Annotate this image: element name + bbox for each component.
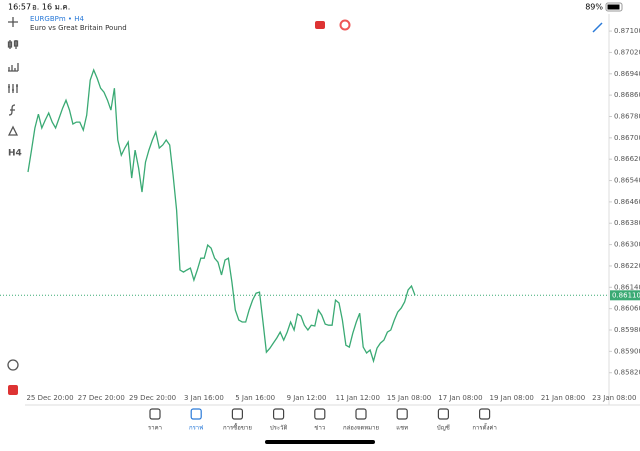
price-line [27,68,416,364]
nav-icon [437,408,449,420]
status-date: อ. 16 ม.ค. [32,3,70,12]
broker-icon[interactable] [8,385,18,395]
crosshair-tool[interactable] [8,17,18,27]
nav-icon [355,408,367,420]
nav-label: แชท [396,425,408,432]
nav-label: การตั้งค่า [472,422,496,432]
chart-subtitle: Euro vs Great Britain Pound [30,24,127,32]
home-indicator [265,440,375,444]
nav-item[interactable]: บัญชี [437,408,450,432]
status-time: 16:57 [8,3,31,12]
objects-tool[interactable] [7,125,19,136]
x-tick-label: 21 Jan 08:00 [541,394,585,402]
nav-icon [190,408,202,420]
x-tick-label: 11 Jan 12:00 [336,394,380,402]
x-tick-label: 9 Jan 12:00 [287,394,327,402]
x-tick-label: 19 Jan 08:00 [490,394,534,402]
nav-item[interactable]: ข่าว [314,408,326,432]
timeframe[interactable]: H4 [8,149,22,159]
chart-tool[interactable] [7,359,19,371]
nav-label: ข่าว [314,425,325,432]
draw-tool[interactable] [592,22,603,33]
nav-item[interactable]: การซื้อขาย [223,408,252,432]
nav-item[interactable]: ราคา [148,408,162,432]
nav-icon [273,408,285,420]
x-tick-label: 27 Dec 20:00 [78,394,125,402]
current-price-box [610,290,640,301]
x-tick-label: 25 Dec 20:00 [26,394,73,402]
x-tick-label: 3 Jan 16:00 [184,394,224,402]
flag-icon[interactable] [339,19,351,31]
left-toolbar: H4 [7,17,22,395]
candles-tool[interactable] [7,40,19,49]
x-tick-label: 17 Jan 08:00 [438,394,482,402]
nav-item[interactable]: กราฟ [189,408,203,432]
nav-label: ราคา [148,425,162,432]
function-tool[interactable] [8,104,16,116]
nav-icon [231,408,243,420]
nav-item[interactable]: แชท [396,408,408,432]
nav-icon [149,408,161,420]
status-battery: 89% [585,3,603,12]
battery-icon [605,2,623,12]
x-tick-label: 29 Dec 20:00 [129,394,176,402]
y-tick-label: 0.85820 [614,369,640,377]
nav-label: บัญชี [437,424,450,432]
nav-item[interactable]: กล่องจดหมาย [343,408,379,432]
current-price-label: 0.86110 [612,291,640,299]
x-tick-label: 23 Jan 08:00 [592,394,636,402]
nav-label: กล่องจดหมาย [343,425,379,432]
flag-icon[interactable] [315,21,325,29]
nav-label: การซื้อขาย [223,422,252,432]
nav-label: ประวัติ [270,425,288,432]
x-tick-label: 15 Jan 08:00 [387,394,431,402]
battery-level [607,4,620,10]
nav-item[interactable]: การตั้งค่า [472,408,497,432]
nav-icon [396,408,408,420]
x-tick-label: 5 Jan 16:00 [235,394,275,402]
settings-tool[interactable] [8,84,18,93]
nav-label: กราฟ [189,425,203,432]
nav-icon [479,408,491,420]
nav-item[interactable]: ประวัติ [270,408,288,432]
nav-icon [314,408,326,420]
chart-title: EURGBPm • H4 [30,15,85,23]
indicator-tool[interactable] [8,63,19,72]
